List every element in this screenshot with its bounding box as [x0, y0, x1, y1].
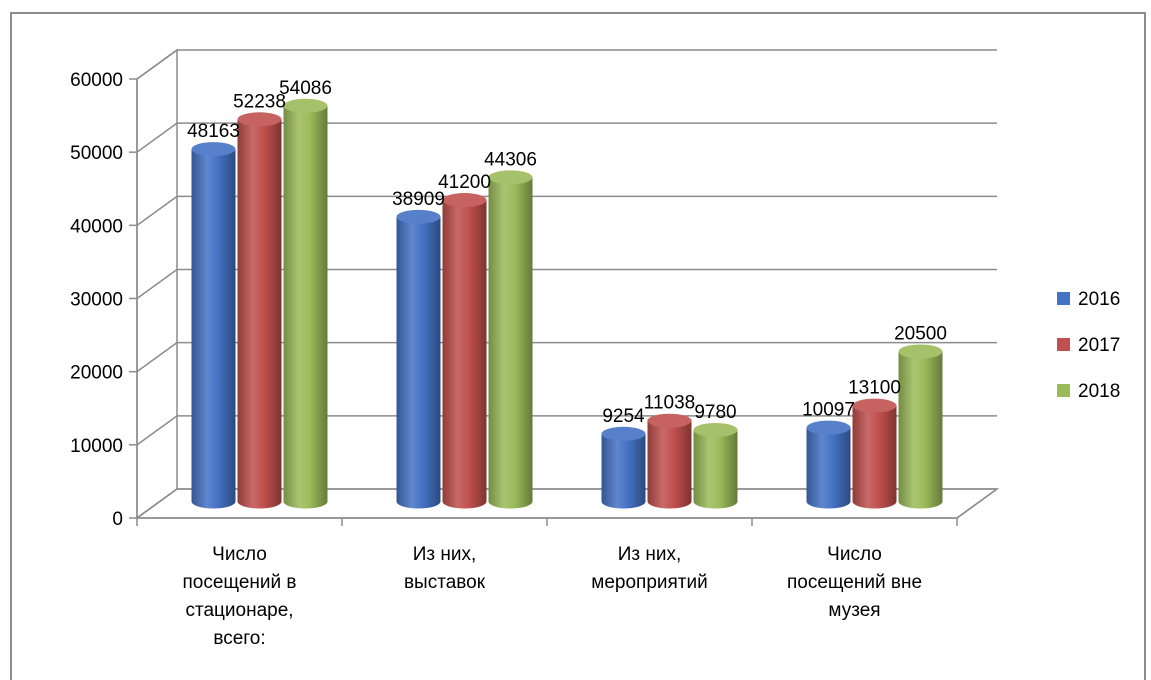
bar-2017-2: [647, 413, 692, 509]
bar-2016-2: [601, 426, 646, 509]
y-tick-label: 40000: [70, 216, 123, 237]
bar-2016-1: [396, 209, 441, 509]
bar-2018-1: [488, 170, 533, 509]
bar-2017-0: [237, 112, 282, 509]
gridline-diag: [136, 488, 178, 519]
y-tick-label: 0: [112, 509, 123, 530]
legend: 2016 2017 2018: [1057, 289, 1120, 402]
gridline-diag: [136, 268, 178, 300]
category-label-2: Из них, мероприятий: [591, 544, 707, 593]
legend-swatch-2016: [1057, 292, 1070, 305]
data-label-2016-2: 9254: [602, 406, 645, 427]
data-label-2016-0: 48163: [187, 121, 240, 142]
gridline-diag: [136, 415, 178, 446]
y-axis-ticks: 0 10000 20000 30000 40000 50000 60000: [70, 70, 123, 530]
floor-edge: [956, 488, 998, 519]
data-label-2018-1: 44306: [484, 149, 537, 170]
data-label-2016-1: 38909: [392, 189, 445, 210]
y-tick-label: 10000: [70, 436, 123, 457]
data-label-2016-3: 10097: [802, 400, 855, 421]
data-label-2017-2: 11038: [644, 393, 695, 414]
legend-label-2017: 2017: [1078, 335, 1120, 356]
y-tick-label: 50000: [70, 143, 123, 164]
bars: [191, 98, 943, 509]
gridline-diag: [136, 195, 178, 226]
data-label-2018-2: 9780: [694, 402, 736, 423]
gridline-diag: [136, 342, 178, 373]
bar-2017-3: [852, 398, 897, 509]
category-label-3: Число посещений вне музея: [787, 544, 922, 621]
y-tick-label: 30000: [70, 290, 123, 311]
category-labels: Число посещений в стационаре, всего: Из них,…: [183, 544, 923, 649]
bar-2018-3: [898, 344, 943, 509]
data-label-2018-0: 54086: [279, 78, 332, 99]
legend-swatch-2017: [1057, 338, 1070, 351]
legend-label-2018: 2018: [1078, 381, 1120, 402]
category-label-0: Число посещений в стационаре, всего:: [183, 544, 297, 649]
data-label-2017-1: 41200: [438, 172, 491, 193]
gridline-diag: [136, 49, 178, 80]
bar-2018-0: [283, 98, 328, 509]
bar-2017-1: [442, 193, 487, 509]
bar-2016-3: [806, 420, 851, 509]
bar-2018-2: [693, 422, 738, 509]
category-label-1: Из них, выставок: [404, 544, 486, 593]
legend-swatch-2018: [1057, 384, 1070, 397]
y-tick-label: 60000: [70, 70, 123, 91]
bar-2016-0: [191, 142, 236, 509]
gridline-diag: [136, 122, 178, 153]
data-label-2017-3: 13100: [848, 378, 901, 399]
legend-label-2016: 2016: [1078, 289, 1120, 310]
data-label-2017-0: 52238: [233, 91, 286, 112]
data-label-2018-3: 20500: [894, 324, 947, 345]
y-tick-label: 20000: [70, 363, 123, 384]
